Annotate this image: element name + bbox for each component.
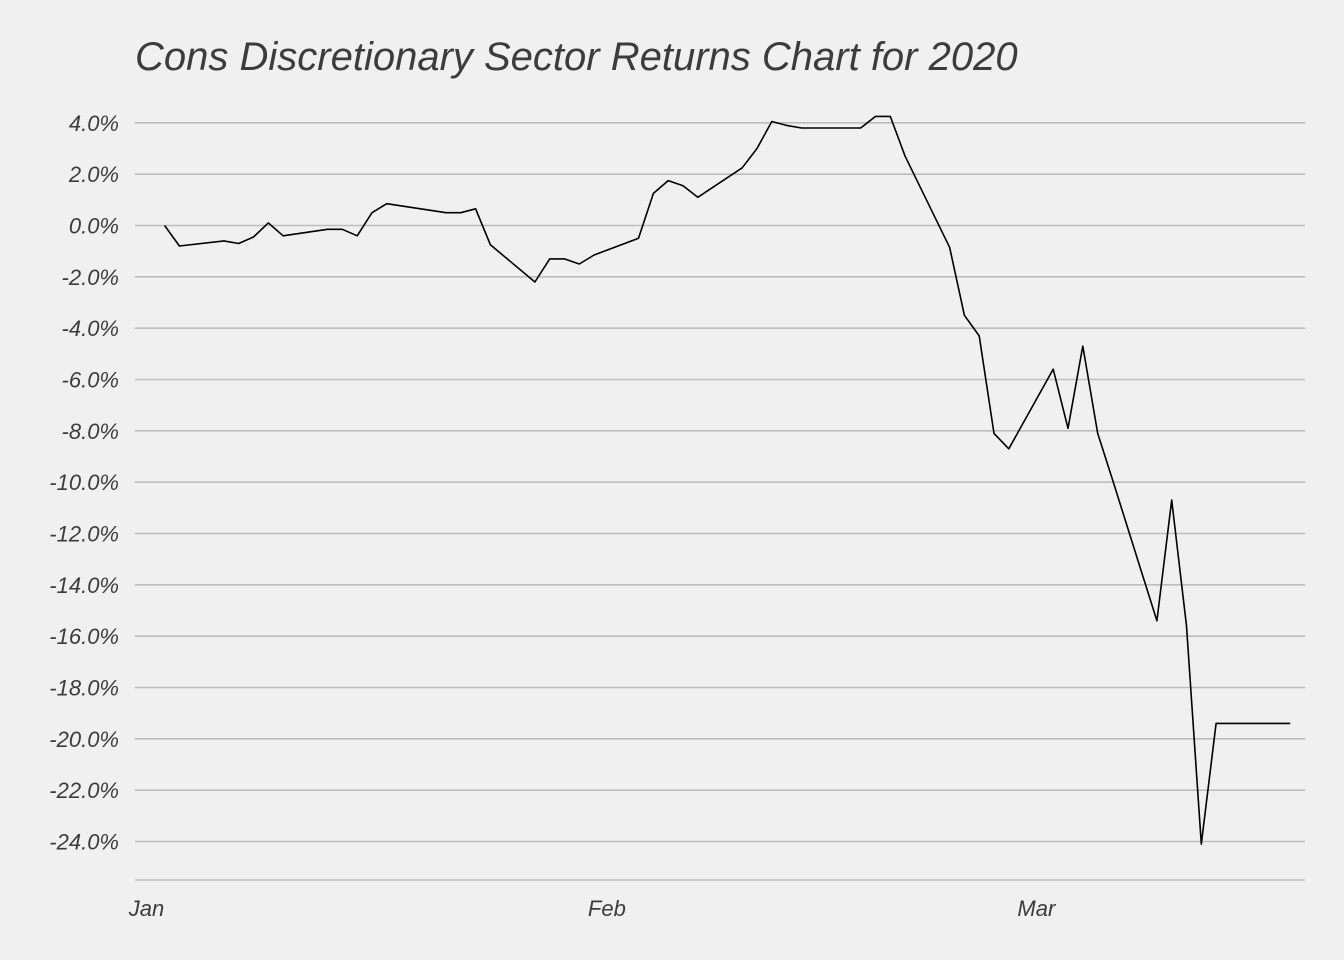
data-point: [1259, 721, 1263, 725]
data-point: [992, 431, 996, 435]
data-point: [252, 235, 256, 239]
y-axis-tick-labels: 4.0% 2.0% 0.0% -2.0% -4.0% -6.0% -8.0% -10.0% -1…: [49, 111, 119, 855]
data-point: [533, 280, 537, 284]
data-point: [874, 114, 878, 118]
data-point: [459, 211, 463, 215]
y-tick-label: -14.0%: [49, 573, 119, 598]
data-point: [948, 245, 952, 249]
data-point: [740, 166, 744, 170]
data-point: [903, 154, 907, 158]
y-tick-label: -18.0%: [49, 676, 119, 701]
data-point: [977, 334, 981, 338]
data-point: [1081, 344, 1085, 348]
data-point: [577, 262, 581, 266]
y-tick-label: -4.0%: [62, 316, 119, 341]
data-point: [755, 147, 759, 151]
data-point: [1288, 721, 1292, 725]
data-point: [962, 313, 966, 317]
data-point: [1170, 498, 1174, 502]
data-point: [592, 253, 596, 257]
data-point: [1185, 624, 1189, 628]
data-point: [1111, 478, 1115, 482]
data-point: [696, 195, 700, 199]
data-point: [800, 126, 804, 130]
data-point: [370, 211, 374, 215]
y-tick-label: -24.0%: [49, 830, 119, 855]
data-point: [488, 243, 492, 247]
data-point: [637, 236, 641, 240]
x-tick-label: Feb: [588, 896, 626, 921]
y-tick-label: -2.0%: [62, 265, 119, 290]
data-point: [548, 257, 552, 261]
gridlines: [135, 122, 1305, 881]
y-tick-label: -16.0%: [49, 624, 119, 649]
y-tick-label: -6.0%: [62, 368, 119, 393]
data-point: [666, 179, 670, 183]
data-point: [340, 227, 344, 231]
x-tick-label: Mar: [1017, 896, 1057, 921]
series-layer: [163, 114, 1292, 846]
series-line: [163, 115, 1291, 845]
data-point: [563, 257, 567, 261]
data-point: [444, 211, 448, 215]
data-point: [770, 120, 774, 124]
data-point: [355, 234, 359, 238]
data-point: [237, 242, 241, 246]
x-tick-label: Jan: [128, 896, 164, 921]
data-point: [785, 123, 789, 127]
y-tick-label: -20.0%: [49, 727, 119, 752]
data-point: [1066, 426, 1070, 430]
data-point: [474, 207, 478, 211]
data-point: [1214, 721, 1218, 725]
y-tick-label: 0.0%: [69, 214, 119, 239]
data-point: [1155, 619, 1159, 623]
data-point: [1273, 721, 1277, 725]
data-point: [326, 227, 330, 231]
chart-title: Cons Discretionary Sector Returns Chart …: [135, 35, 1018, 79]
data-point: [681, 184, 685, 188]
data-point: [1199, 842, 1203, 846]
y-tick-label: -8.0%: [62, 419, 119, 444]
data-point: [222, 239, 226, 243]
data-point: [163, 224, 167, 228]
data-point: [1007, 447, 1011, 451]
data-point: [1051, 367, 1055, 371]
data-point: [266, 221, 270, 225]
data-point: [888, 114, 892, 118]
y-tick-label: 2.0%: [68, 162, 119, 187]
data-point: [651, 191, 655, 195]
data-point: [1096, 431, 1100, 435]
y-tick-label: 4.0%: [69, 111, 119, 136]
data-point: [177, 244, 181, 248]
data-point: [859, 126, 863, 130]
y-tick-label: -22.0%: [49, 778, 119, 803]
y-tick-label: -10.0%: [49, 470, 119, 495]
data-point: [385, 202, 389, 206]
data-point: [281, 234, 285, 238]
x-axis-tick-labels: Jan Feb Mar: [128, 896, 1057, 921]
y-tick-label: -12.0%: [49, 522, 119, 547]
